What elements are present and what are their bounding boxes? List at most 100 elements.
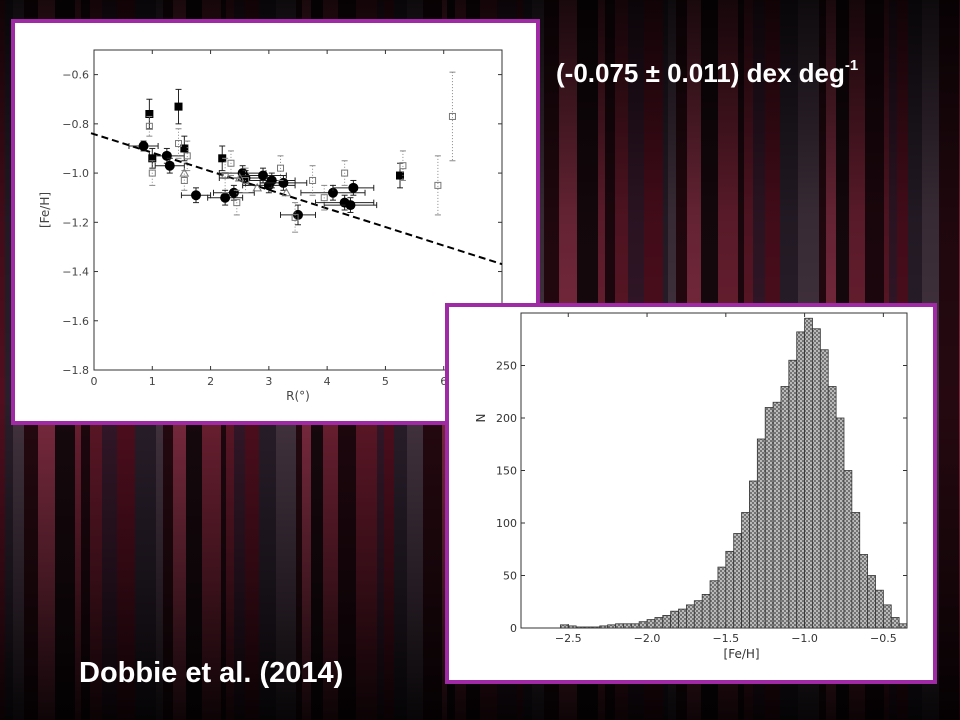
square-marker — [396, 171, 404, 180]
circle-marker — [278, 177, 289, 188]
data-point — [174, 88, 183, 125]
x-tick-label: 1 — [149, 375, 156, 388]
data-point — [154, 157, 185, 174]
data-point — [242, 167, 250, 194]
histogram-bar — [615, 623, 624, 629]
y-tick-label: 200 — [496, 412, 517, 425]
data-point — [207, 189, 244, 206]
metallicity-histogram-chart: −2.5 −2.0 −1.5 −1.0 −0.5 0 50 100 150 200 250 [Fe/H… — [474, 312, 908, 661]
histogram-bar — [662, 614, 672, 629]
triangle-marker — [234, 172, 245, 182]
circle-marker — [138, 141, 149, 151]
circle-marker — [327, 187, 338, 198]
data-point — [320, 184, 328, 211]
histogram-bar — [772, 401, 782, 629]
histogram-bar — [819, 349, 829, 629]
x-tick-label: 2 — [207, 375, 214, 388]
histogram-bar — [701, 593, 711, 629]
histogram-bar — [756, 438, 766, 629]
y-tick-label: 150 — [496, 465, 517, 478]
circle-marker — [161, 150, 172, 161]
histogram-bar — [607, 624, 616, 629]
data-point — [148, 147, 157, 169]
circle-marker — [220, 192, 231, 203]
square-marker — [148, 154, 157, 163]
histogram-bar — [788, 359, 798, 629]
open-square-marker — [233, 199, 241, 207]
x-tick-label: 0 — [91, 375, 98, 388]
histogram-bar — [796, 331, 805, 629]
histogram-bar — [646, 619, 656, 629]
histogram-bar — [654, 617, 664, 629]
histogram-bar — [780, 386, 790, 629]
open-square-marker — [242, 176, 250, 184]
circle-marker — [348, 182, 359, 193]
y-tick-label: 250 — [496, 360, 517, 373]
histogram-bar — [693, 600, 703, 629]
open-square-marker — [148, 169, 156, 177]
open-square-marker — [183, 152, 191, 160]
data-point — [148, 160, 156, 186]
data-point — [180, 187, 212, 204]
data-point — [291, 202, 299, 233]
open-square-marker — [175, 140, 183, 148]
gradient-slope-label: (-0.075 ± 0.011) dex deg-1 — [556, 57, 858, 89]
data-point — [145, 115, 153, 137]
open-square-marker — [277, 164, 285, 172]
histogram-bar — [812, 328, 821, 629]
histogram-bar — [591, 626, 601, 629]
open-square-marker — [227, 159, 235, 167]
x-tick-label: 6 — [440, 375, 447, 388]
histogram-bar — [875, 589, 884, 629]
y-axis-label: N — [474, 414, 488, 423]
histogram-bar — [804, 317, 813, 629]
square-marker — [180, 144, 189, 153]
data-point — [179, 168, 190, 177]
open-square-marker — [320, 194, 328, 202]
y-tick-label: 100 — [496, 517, 517, 530]
circle-marker — [258, 170, 269, 181]
triangle-marker — [179, 168, 190, 177]
histogram-bar — [835, 417, 845, 629]
metallicity-histogram-panel: −2.5 −2.0 −1.5 −1.0 −0.5 0 50 100 150 200 250 [Fe/H… — [445, 303, 937, 684]
square-marker — [174, 102, 183, 111]
histogram-bar — [670, 610, 679, 629]
open-square-marker — [448, 112, 456, 120]
histogram-bar — [843, 470, 853, 629]
y-tick-label: −0.8 — [62, 118, 89, 131]
y-tick-label: −1.8 — [62, 364, 89, 377]
square-marker — [145, 110, 154, 118]
data-point — [277, 155, 285, 181]
data-point — [128, 140, 159, 152]
histogram-bar — [733, 533, 742, 629]
histogram-bar — [599, 625, 609, 629]
triangle-marker — [281, 187, 292, 197]
open-square-marker — [309, 176, 317, 184]
y-tick-label: −1.0 — [62, 167, 89, 180]
y-axis-label: [Fe/H] — [38, 192, 52, 228]
circle-marker — [228, 187, 239, 198]
x-axis-label: [Fe/H] — [724, 647, 760, 661]
histogram-bar — [583, 626, 593, 629]
histogram-bar — [898, 623, 908, 629]
data-point — [281, 187, 292, 197]
histogram-bar — [890, 617, 900, 629]
y-tick-label: 50 — [503, 570, 517, 583]
histogram-bar — [859, 554, 869, 629]
circle-marker — [266, 175, 277, 186]
histogram-bar — [741, 512, 750, 629]
histogram-bar — [559, 624, 569, 629]
open-square-marker — [145, 122, 153, 130]
open-square-marker — [291, 213, 299, 221]
triangle-marker — [252, 182, 263, 192]
circle-marker — [164, 160, 175, 171]
data-point — [227, 150, 235, 177]
x-tick-label: −0.5 — [870, 632, 897, 645]
x-axis-label: R(°) — [286, 389, 310, 403]
circle-marker — [191, 190, 201, 201]
y-tick-label: −0.6 — [62, 69, 89, 82]
x-tick-label: 4 — [324, 375, 331, 388]
metallicity-gradient-chart: 01234567−0.6−0.8−1.0−1.2−1.4−1.6−1.8R(°)… — [38, 49, 506, 403]
histogram-bar — [709, 580, 719, 629]
data-point — [233, 189, 241, 216]
